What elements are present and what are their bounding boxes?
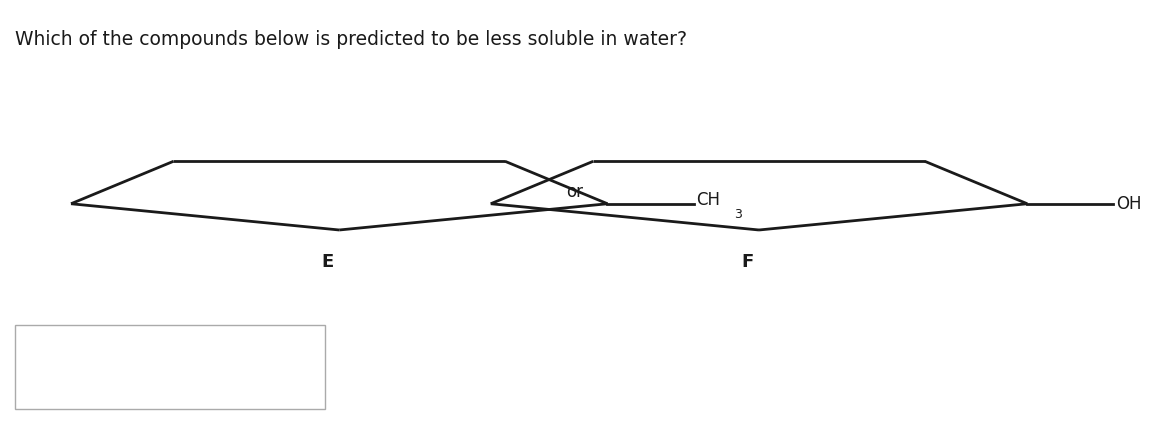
Text: F: F	[742, 253, 753, 271]
Text: Which of the compounds below is predicted to be less soluble in water?: Which of the compounds below is predicte…	[15, 30, 687, 49]
Text: OH: OH	[1116, 195, 1141, 213]
Text: 3: 3	[734, 208, 742, 221]
Text: E: E	[322, 253, 334, 271]
Text: CH: CH	[696, 190, 720, 208]
FancyBboxPatch shape	[15, 325, 325, 409]
Text: or: or	[567, 183, 583, 201]
